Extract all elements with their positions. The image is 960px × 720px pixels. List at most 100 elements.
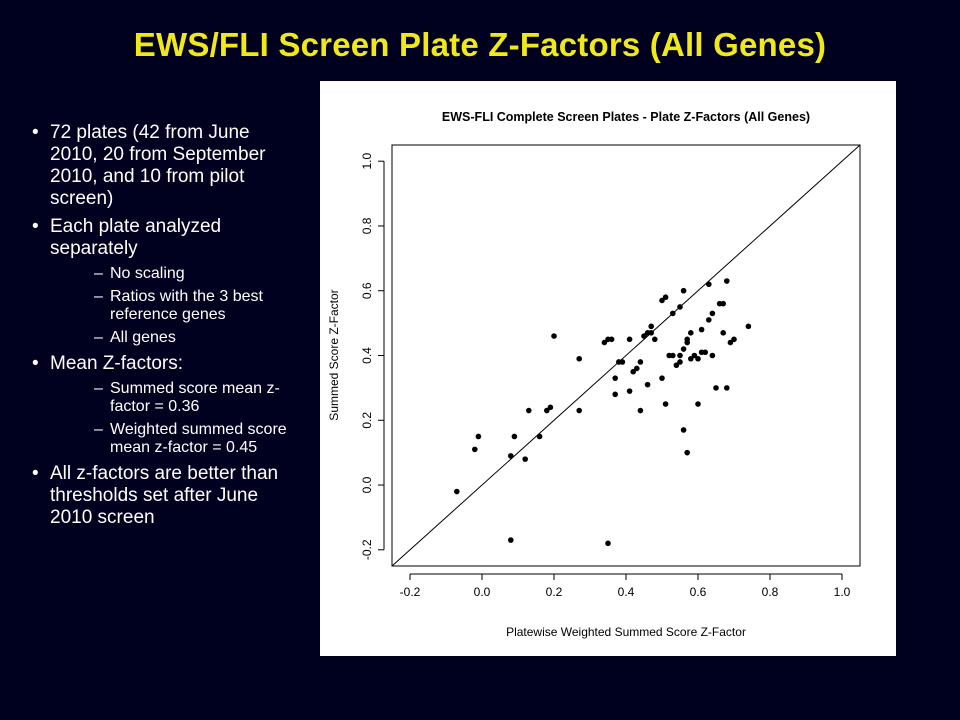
bullet-thresholds: • All z-factors are better than threshol… — [28, 463, 300, 529]
sub-bullet-text: No scaling — [110, 265, 185, 282]
data-point — [605, 540, 611, 547]
data-point — [652, 336, 658, 343]
x-tick-label: 1.0 — [834, 585, 851, 599]
slide-title: EWS/FLI Screen Plate Z-Factors (All Gene… — [133, 26, 827, 63]
x-tick-label: 0.2 — [546, 585, 563, 599]
data-point — [551, 333, 557, 339]
data-point — [634, 365, 640, 372]
data-point — [608, 336, 615, 343]
data-point — [684, 449, 690, 456]
sub-bullet-dash: – — [94, 265, 103, 282]
sub-bullet-summed-mean: – Summed score mean z-factor = 0.36 — [50, 380, 300, 416]
data-point — [648, 323, 654, 330]
sub-bullet-text: Weighted summed score mean z-factor = 0.… — [110, 421, 287, 456]
bullet-text: Mean Z-factors: — [50, 353, 184, 374]
data-point — [659, 375, 665, 381]
data-point — [720, 330, 726, 336]
data-point — [698, 326, 705, 333]
data-point — [616, 359, 622, 365]
bullet-list: • 72 plates (42 from June 2010, 20 from … — [28, 122, 300, 535]
data-point — [670, 310, 676, 317]
data-point — [680, 346, 687, 352]
x-tick-label: 0.4 — [618, 585, 635, 599]
plot-frame — [391, 144, 861, 567]
identity-reference-line — [391, 144, 861, 567]
sub-bullet-weighted-mean: – Weighted summed score mean z-factor = … — [50, 421, 300, 457]
data-point — [630, 368, 636, 375]
sub-bullet-dash: – — [94, 288, 103, 305]
data-point — [508, 537, 514, 543]
data-point — [626, 388, 633, 394]
data-point — [644, 330, 651, 336]
y-tick-label: 1.0 — [360, 153, 374, 170]
y-tick-label: 0.0 — [360, 476, 374, 493]
x-tick-label: 0.6 — [690, 585, 707, 599]
sub-bullet-all-genes: – All genes — [50, 329, 300, 347]
data-point — [695, 401, 701, 407]
y-tick-label: 0.2 — [360, 412, 374, 429]
data-point — [706, 317, 712, 323]
data-point — [526, 407, 532, 414]
data-point — [688, 355, 694, 362]
data-point — [662, 294, 669, 301]
data-point — [601, 339, 608, 346]
bullet-mean-z-factors: • Mean Z-factors: – Summed score mean z-… — [28, 353, 300, 457]
data-point — [677, 359, 683, 365]
y-axis-label: Summed Score Z-Factor — [327, 289, 341, 420]
sub-bullet-dash: – — [94, 380, 103, 397]
data-point — [536, 433, 543, 440]
data-point — [454, 488, 460, 495]
y-tick-label: 0.6 — [360, 282, 374, 299]
data-point — [702, 349, 708, 356]
bullet-text: Each plate analyzed separately — [50, 216, 222, 259]
data-point — [709, 310, 716, 317]
data-point — [684, 339, 690, 346]
data-point — [576, 355, 582, 362]
data-point — [673, 362, 680, 369]
reference-line-layer — [391, 144, 861, 567]
data-point — [691, 352, 698, 359]
bullet-marker: • — [32, 122, 39, 143]
bullet-plates: • 72 plates (42 from June 2010, 20 from … — [28, 122, 300, 210]
data-point — [626, 336, 633, 343]
data-point — [724, 278, 730, 284]
data-point — [670, 352, 676, 359]
data-point — [713, 385, 719, 391]
data-point — [612, 391, 618, 398]
data-point — [727, 339, 734, 346]
y-axis: -0.2 0.0 0.2 0.4 0.6 0.8 1.0 — [360, 153, 385, 560]
data-point — [475, 433, 482, 440]
data-point — [706, 281, 712, 288]
data-point — [659, 297, 665, 304]
sub-bullet-text: Ratios with the 3 best reference genes — [110, 288, 263, 323]
bullet-analysis: • Each plate analyzed separately – No sc… — [28, 216, 300, 347]
bullet-marker: • — [32, 216, 39, 237]
data-point — [680, 287, 687, 294]
data-point — [680, 427, 687, 433]
data-point — [677, 352, 683, 359]
sub-bullet-list: – Summed score mean z-factor = 0.36 – We… — [50, 380, 300, 457]
data-point — [731, 336, 737, 343]
sub-bullet-text: Summed score mean z-factor = 0.36 — [110, 380, 280, 415]
y-tick-label: 0.8 — [360, 217, 374, 234]
data-point — [612, 375, 618, 381]
sub-bullet-dash: – — [94, 421, 103, 438]
data-point — [637, 407, 644, 414]
sub-bullet-dash: – — [94, 329, 103, 346]
bullet-marker: • — [32, 463, 39, 484]
data-point — [511, 433, 518, 440]
data-point — [544, 407, 550, 414]
y-tick-label: -0.2 — [360, 539, 374, 560]
chart-title: EWS-FLI Complete Screen Plates - Plate Z… — [442, 110, 810, 124]
data-point — [662, 401, 669, 407]
bullet-text: 72 plates (42 from June 2010, 20 from Se… — [50, 122, 266, 209]
data-point — [522, 456, 528, 462]
data-points — [454, 278, 752, 547]
data-point — [720, 300, 726, 307]
sub-bullet-list: – No scaling – Ratios with the 3 best re… — [50, 265, 300, 347]
x-axis-label: Platewise Weighted Summed Score Z-Factor — [506, 625, 746, 639]
data-point — [709, 352, 716, 359]
sub-bullet-scaling: – No scaling — [50, 265, 300, 283]
data-point — [688, 330, 694, 336]
data-point — [641, 333, 647, 339]
